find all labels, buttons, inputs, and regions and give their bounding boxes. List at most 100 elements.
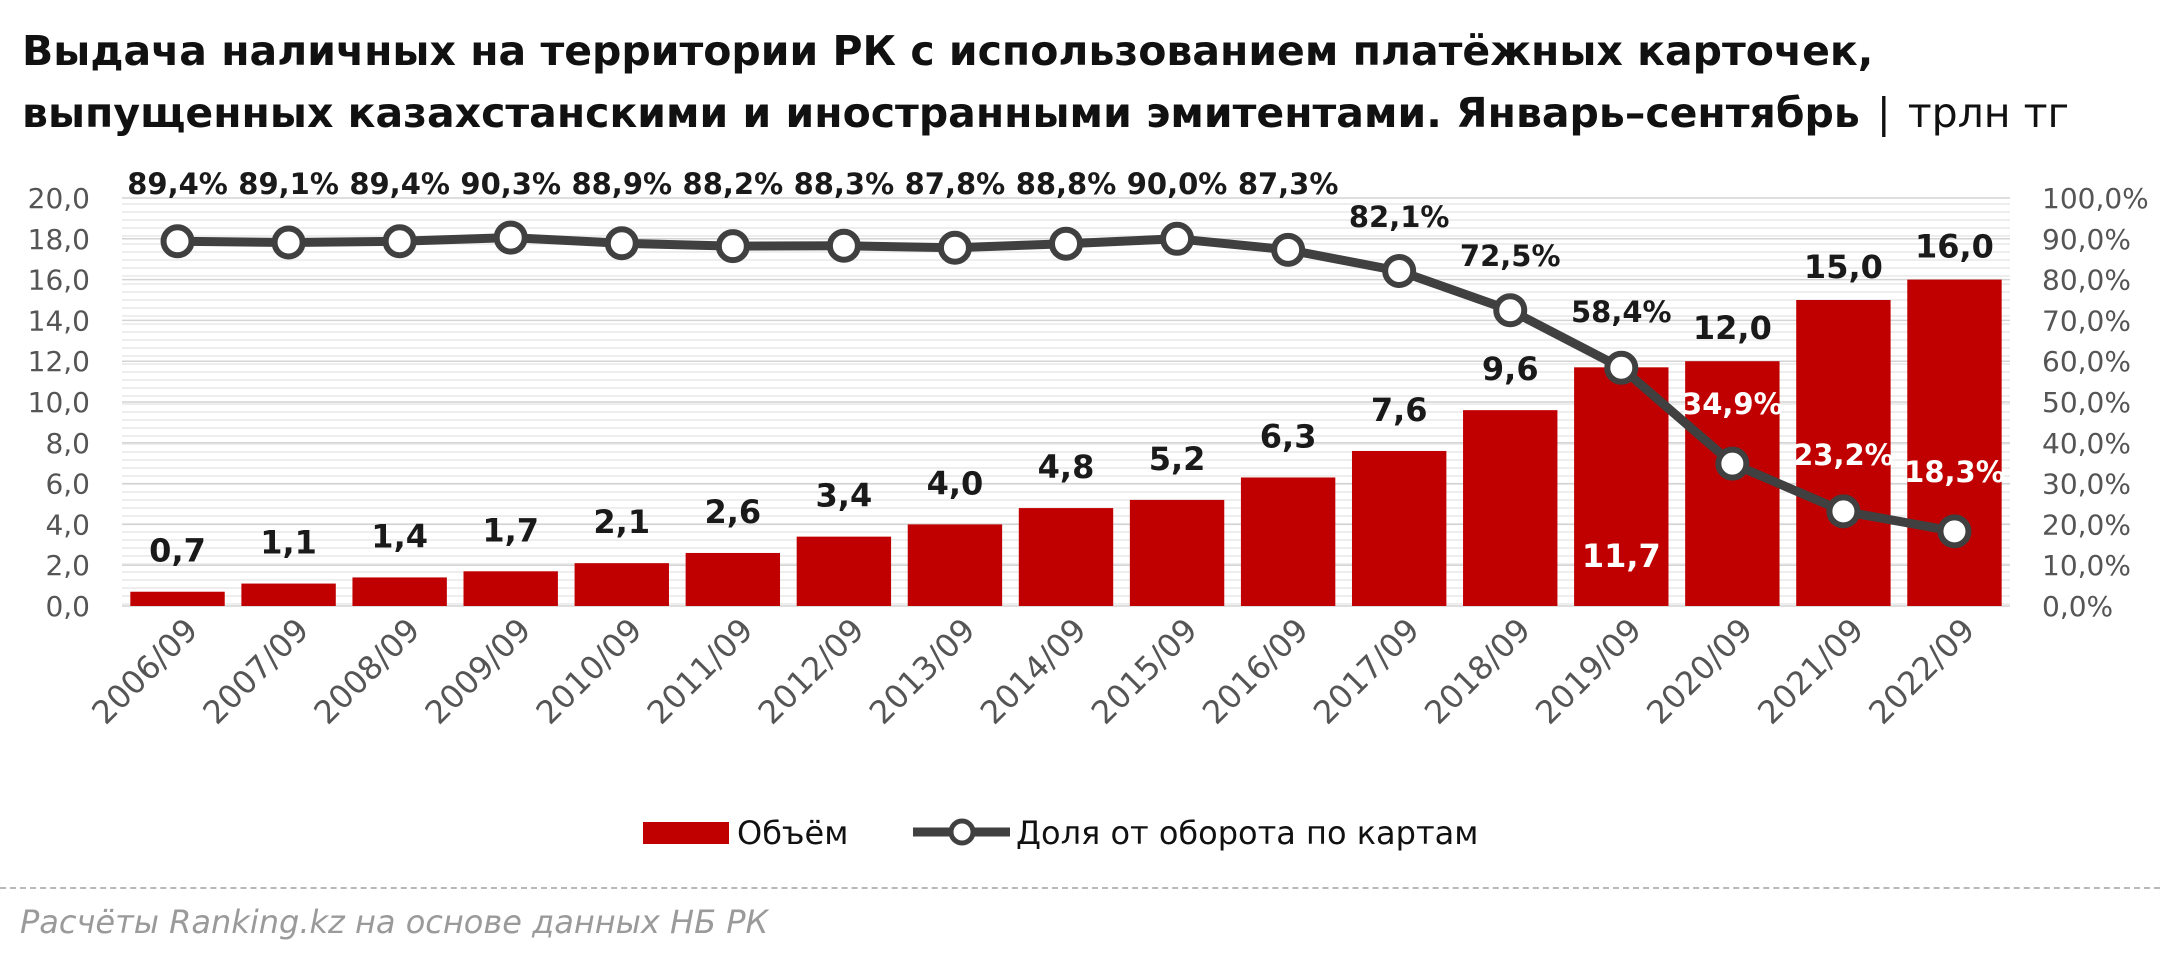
- bar: [241, 583, 336, 606]
- line-marker: [1271, 232, 1306, 267]
- chart-title-text: Выдача наличных на территории РК с испол…: [22, 27, 1874, 137]
- bar: [1351, 450, 1447, 606]
- x-tick-label: 2018/09: [1417, 611, 1538, 732]
- left-tick-label: 10,0: [28, 386, 90, 419]
- bar: [1796, 300, 1891, 606]
- right-axis: 0,0% 10,0% 20,0% 30,0% 40,0% 50,0% 60,0% 70,0% 8…: [2042, 182, 2149, 623]
- right-tick-label: 100,0%: [2042, 182, 2149, 215]
- line-marker: [1049, 226, 1083, 261]
- bar-value-label: 1,7: [482, 511, 539, 549]
- share-value-label: 90,3%: [460, 167, 561, 201]
- line-series: [160, 220, 1972, 549]
- x-tick-label: 2017/09: [1306, 611, 1427, 732]
- bar-value-label: 6,3: [1260, 417, 1317, 455]
- bar-value-label: 15,0: [1804, 248, 1883, 286]
- x-tick-label: 2016/09: [1195, 611, 1316, 732]
- right-tick-label: 20,0%: [2042, 508, 2131, 541]
- bar: [1574, 367, 1669, 606]
- x-tick-label: 2021/09: [1750, 611, 1871, 732]
- share-value-label: 87,3%: [1238, 167, 1339, 201]
- line-marker: [1493, 293, 1528, 328]
- left-tick-label: 12,0: [28, 345, 90, 378]
- right-tick-label: 90,0%: [2042, 223, 2131, 256]
- left-tick-label: 20,0: [28, 182, 90, 215]
- bar-value-label: 7,6: [1371, 391, 1428, 429]
- line-labels: 89,4% 89,1% 89,4% 90,3% 88,9% 88,2% 88,3% 87,8%…: [127, 167, 2005, 489]
- x-tick-label: 2014/09: [973, 611, 1094, 732]
- line-marker: [604, 226, 639, 261]
- chart-title: Выдача наличных на территории РК с испол…: [22, 20, 2132, 144]
- share-value-label: 34,9%: [1682, 387, 1783, 421]
- line-marker: [715, 229, 750, 264]
- bar: [1463, 410, 1558, 606]
- share-value-label: 88,2%: [683, 167, 784, 201]
- right-tick-label: 60,0%: [2042, 345, 2131, 378]
- share-value-label: 88,9%: [571, 167, 672, 201]
- bar: [796, 536, 892, 606]
- left-tick-label: 2,0: [45, 549, 90, 582]
- x-tick-label: 2007/09: [195, 611, 316, 732]
- line-marker: [271, 225, 306, 260]
- x-tick-label: 2015/09: [1084, 611, 1205, 732]
- left-axis: 0,0 2,0 4,0 6,0 8,0 10,0 12,0 14,0 16,0 18,0 20,0: [28, 182, 90, 623]
- bar: [1129, 499, 1225, 606]
- right-tick-label: 30,0%: [2042, 468, 2131, 501]
- x-tick-label: 2022/09: [1861, 611, 1982, 732]
- bar: [907, 524, 1003, 606]
- right-tick-label: 50,0%: [2042, 386, 2131, 419]
- x-tick-label: 2019/09: [1528, 611, 1649, 732]
- bar-value-label: 2,6: [704, 493, 761, 531]
- x-tick-label: 2012/09: [751, 611, 872, 732]
- share-value-label: 82,1%: [1349, 200, 1450, 234]
- right-tick-label: 80,0%: [2042, 264, 2131, 297]
- bar: [130, 591, 225, 606]
- bar: [685, 552, 781, 606]
- left-tick-label: 0,0: [45, 590, 90, 623]
- x-tick-label: 2020/09: [1639, 611, 1760, 732]
- x-tick-label: 2011/09: [640, 611, 761, 732]
- left-tick-label: 6,0: [45, 468, 90, 501]
- line-marker: [1715, 446, 1750, 481]
- share-value-label: 89,4%: [349, 167, 450, 201]
- legend-line-label: Доля от оборота по картам: [1016, 814, 1478, 852]
- line-marker: [1937, 514, 1972, 549]
- x-tick-label: 2008/09: [306, 611, 427, 732]
- bar-value-label: 3,4: [816, 477, 873, 515]
- legend: Объём Доля от оборота по картам: [643, 814, 1478, 852]
- x-tick-label: 2006/09: [84, 611, 205, 732]
- x-tick-label: 2010/09: [529, 611, 650, 732]
- chart-area: 0,02,04,06,08,010,012,014,016,018,020,0 …: [28, 167, 2149, 852]
- bar: [1240, 477, 1336, 606]
- share-value-label: 89,4%: [127, 167, 228, 201]
- right-tick-label: 0,0%: [2042, 590, 2113, 623]
- left-tick-label: 4,0: [45, 508, 90, 541]
- right-tick-label: 10,0%: [2042, 549, 2131, 582]
- line-marker: [160, 224, 195, 259]
- bar-value-label: 9,6: [1482, 350, 1539, 388]
- x-axis: 2006/092007/092008/092009/092010/092011/…: [84, 611, 1982, 732]
- share-value-label: 88,3%: [794, 167, 895, 201]
- share-value-label: 58,4%: [1571, 295, 1672, 329]
- line-marker: [1826, 494, 1861, 529]
- bar: [1685, 361, 1780, 606]
- legend-line-marker: [948, 818, 976, 846]
- bar-value-label: 2,1: [593, 503, 650, 541]
- line-marker: [826, 228, 861, 263]
- bar-series: [130, 279, 2002, 606]
- legend-bar-label: Объём: [737, 814, 848, 852]
- share-value-label: 23,2%: [1793, 438, 1894, 472]
- title-separator: |: [1876, 89, 1891, 137]
- line-marker: [937, 230, 972, 265]
- bar: [352, 577, 447, 606]
- bar: [463, 571, 558, 606]
- bar-value-label: 4,8: [1038, 448, 1095, 486]
- legend-bar-swatch: [643, 822, 729, 844]
- left-tick-label: 16,0: [28, 264, 90, 297]
- right-tick-label: 40,0%: [2042, 427, 2131, 460]
- share-value-label: 88,8%: [1016, 167, 1117, 201]
- share-value-label: 18,3%: [1904, 455, 2005, 489]
- bar-value-label: 0,7: [149, 532, 206, 570]
- bar-value-label: 4,0: [927, 464, 984, 502]
- line-marker: [1604, 350, 1639, 385]
- divider: [0, 887, 2160, 889]
